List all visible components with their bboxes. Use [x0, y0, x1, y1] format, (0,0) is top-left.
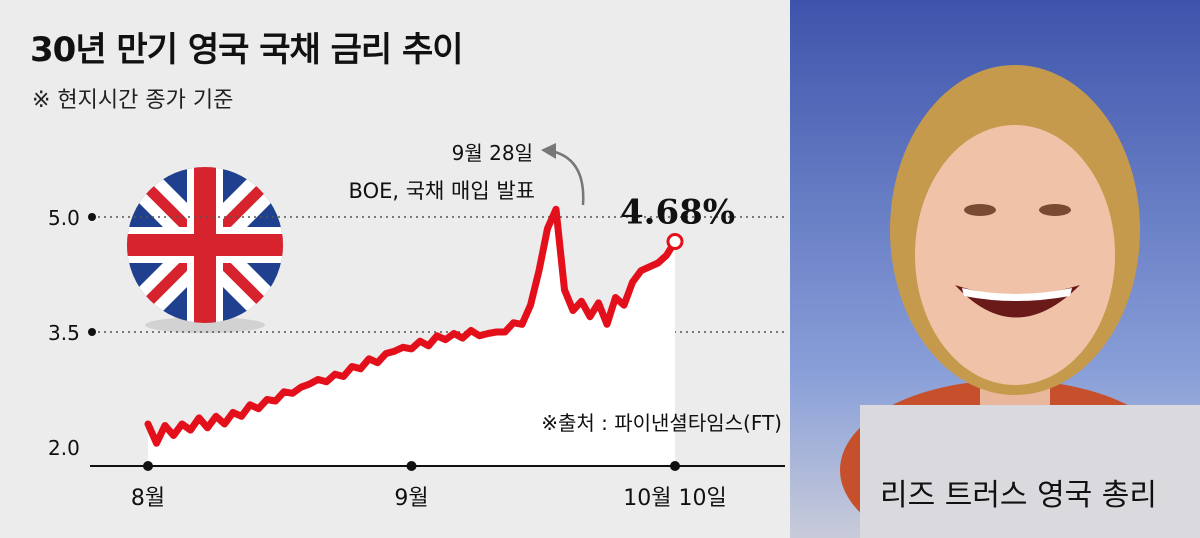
gridline-dot	[88, 213, 96, 221]
annotation-date: 9월 28일	[452, 141, 533, 165]
annotation-text: BOE, 국채 매입 발표	[349, 179, 535, 203]
photo-caption: 리즈 트러스 영국 총리	[880, 478, 1158, 513]
source-note: ※출처 : 파이낸셜타임스(FT)	[541, 411, 782, 435]
x-tick-mark	[406, 461, 417, 471]
chart-title: 30년 만기 영국 국채 금리 추이	[30, 30, 464, 70]
x-tick-mark	[670, 461, 680, 471]
x-tick-label: 10월 10일	[623, 486, 726, 511]
gridline-dot	[88, 328, 96, 336]
end-point-marker	[666, 233, 684, 251]
y-tick-label: 2.0	[48, 436, 80, 460]
y-tick-label: 5.0	[48, 206, 80, 230]
x-tick-label: 8월	[131, 486, 165, 511]
y-tick-label: 3.5	[48, 321, 80, 345]
x-tick-label: 9월	[394, 486, 428, 511]
series-line	[144, 205, 679, 447]
caption-box	[860, 405, 1200, 538]
uk-flag-icon	[127, 167, 283, 333]
annotation-arrow	[554, 150, 585, 206]
end-value-label: 4.68%	[620, 193, 735, 233]
area-fill	[148, 209, 675, 467]
x-tick-mark	[143, 461, 153, 471]
chart-panel: 30년 만기 영국 국채 금리 추이 ※ 현지시간 종가 기준	[0, 0, 790, 538]
annotation-arrowhead	[541, 143, 556, 159]
line-chart: 5.0 3.5 2.0 8월 9월 10월 10일 4.68% 9월 28일 BOE, …	[48, 141, 785, 511]
chart-subtitle: ※ 현지시간 종가 기준	[32, 88, 234, 113]
